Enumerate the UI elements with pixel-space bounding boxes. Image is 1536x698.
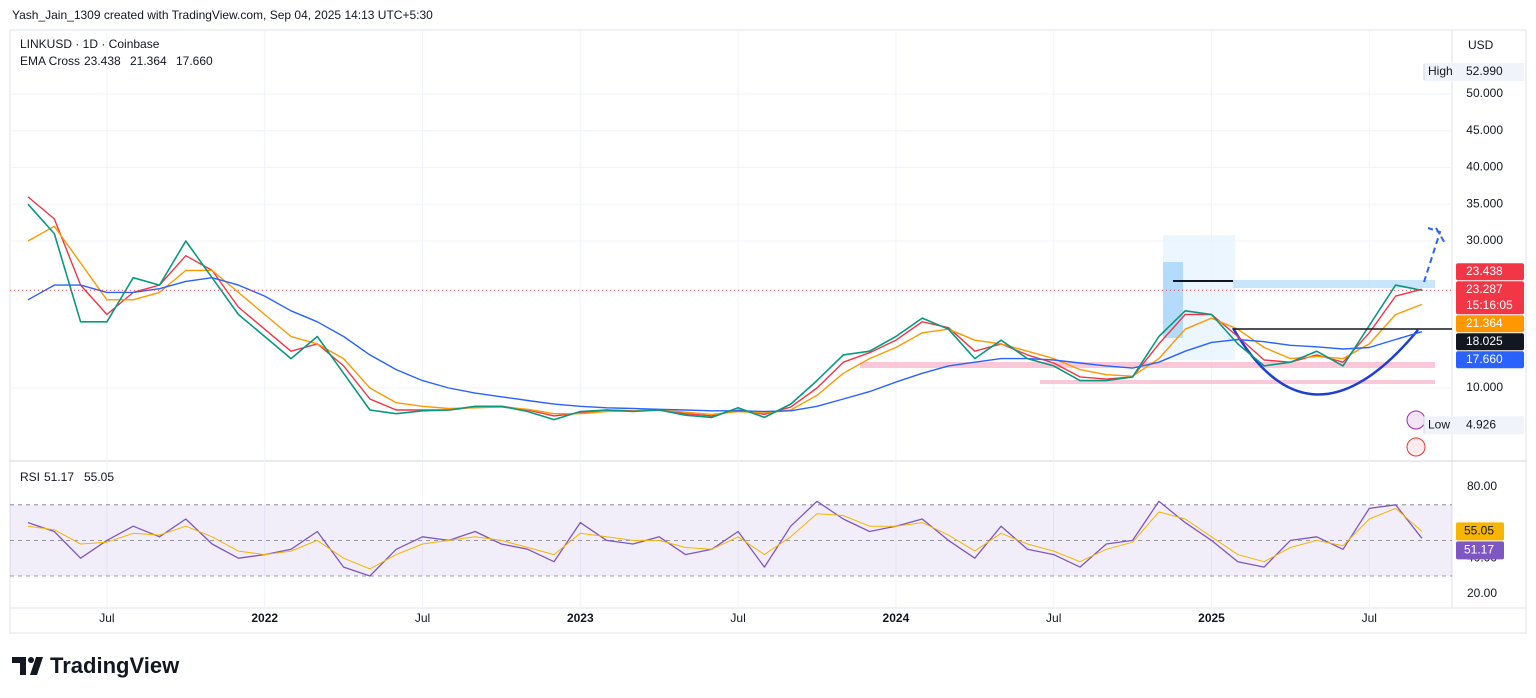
attribution: Yash_Jain_1309 created with TradingView.… xyxy=(12,8,433,22)
low-tag-bg xyxy=(1424,416,1524,435)
price-tag-label: 23.438 xyxy=(1466,264,1503,278)
price-tag xyxy=(1456,351,1524,369)
x-tick-label: 2024 xyxy=(883,611,910,625)
y-tick-label: 20.00 xyxy=(1467,586,1497,600)
price-tag-label: 21.364 xyxy=(1466,316,1503,330)
x-tick-label: Jul xyxy=(99,611,114,625)
price-tag xyxy=(1456,333,1524,351)
grid xyxy=(10,30,1452,608)
ema-line xyxy=(27,277,1423,413)
cup-pattern xyxy=(1231,327,1419,396)
y-tick-label: 45.000 xyxy=(1466,123,1503,137)
x-tick-label: 2023 xyxy=(567,611,594,625)
y-tick-label: 30.000 xyxy=(1466,233,1503,247)
price-tag-label: 17.660 xyxy=(1466,352,1503,366)
logo-icon xyxy=(28,657,34,663)
event-icon xyxy=(1406,437,1426,457)
high-label: High xyxy=(1428,64,1453,78)
chart-frame xyxy=(9,29,1527,634)
symbol-title: LINKUSD · 1D · Coinbase xyxy=(20,37,160,51)
legend-value: 21.364 xyxy=(130,54,167,68)
rsi-title: RSI xyxy=(20,470,40,484)
price-tag xyxy=(1456,263,1524,281)
rsi-line xyxy=(27,507,1423,570)
y-tick-label: 10.000 xyxy=(1466,380,1503,394)
price-tag xyxy=(1456,281,1524,315)
price-tag xyxy=(1456,315,1524,333)
legend-value: 55.05 xyxy=(84,470,114,484)
rsi-tag xyxy=(1456,522,1504,541)
legend: LINKUSD · 1D · Coinbase EMA Cross 23.438… xyxy=(20,37,1494,484)
legend-value: 51.17 xyxy=(44,470,74,484)
rsi-tag-label: 55.05 xyxy=(1464,524,1494,538)
legend-value: 17.660 xyxy=(176,54,213,68)
y-tick-label: 40.000 xyxy=(1466,160,1503,174)
support-zone xyxy=(1040,380,1435,384)
resistance-zone xyxy=(1233,280,1435,288)
low-value: 4.926 xyxy=(1466,417,1496,431)
projection-arrow xyxy=(1423,227,1447,283)
currency: USD xyxy=(1468,38,1494,52)
event-icon xyxy=(1406,410,1426,430)
indicator-name: EMA Cross xyxy=(20,54,80,68)
footer-logo: TradingView xyxy=(12,653,180,678)
price-tag-label: 15:16:05 xyxy=(1466,298,1513,312)
volume-profile xyxy=(1163,262,1183,338)
x-tick-label: 2022 xyxy=(251,611,278,625)
rsi-tag xyxy=(1456,541,1504,560)
x-tick-label: Jul xyxy=(415,611,430,625)
x-tick-label: Jul xyxy=(1046,611,1061,625)
rsi-line xyxy=(27,500,1423,577)
price-tag-label: 23.287 xyxy=(1466,282,1503,296)
y-tick-label: 80.00 xyxy=(1467,479,1497,493)
x-tick-label: 2025 xyxy=(1198,611,1225,625)
high-value: 52.990 xyxy=(1466,64,1503,78)
price-line xyxy=(27,203,1423,421)
legend-value: 23.438 xyxy=(84,54,121,68)
logo-icon xyxy=(12,657,43,675)
brand: TradingView xyxy=(50,653,180,678)
x-tick-label: Jul xyxy=(1362,611,1377,625)
price-tag-label: 18.025 xyxy=(1466,334,1503,348)
high-tag-bg xyxy=(1424,62,1524,81)
low-label: Low xyxy=(1428,417,1450,431)
y-tick-label: 35.000 xyxy=(1466,196,1503,210)
y-tick-label: 50.000 xyxy=(1466,86,1503,100)
rsi-tag-label: 51.17 xyxy=(1464,543,1494,557)
x-tick-label: Jul xyxy=(730,611,745,625)
